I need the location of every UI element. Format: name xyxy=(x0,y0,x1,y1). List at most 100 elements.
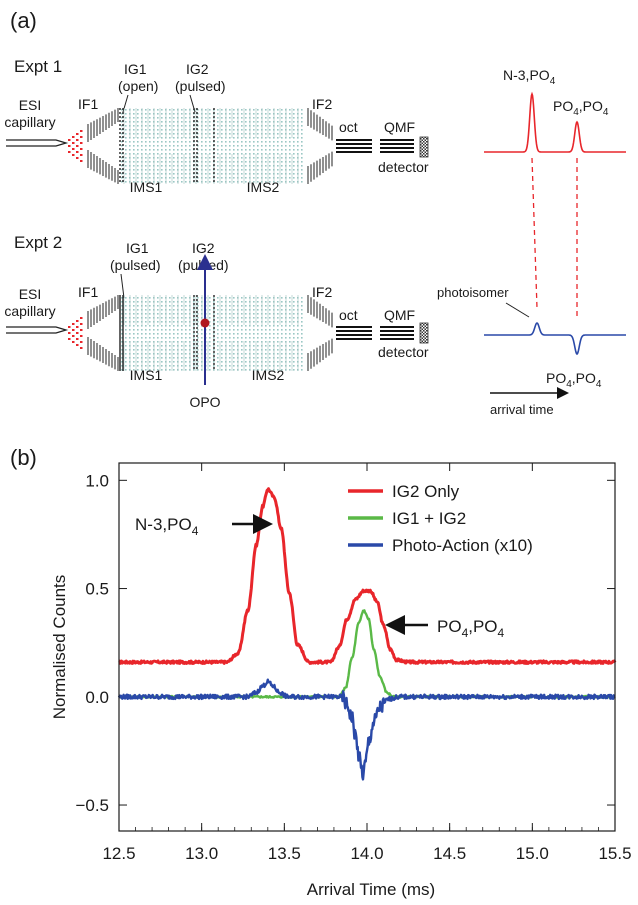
expt2-ig1-leader xyxy=(120,273,125,299)
spray-droplet xyxy=(80,341,83,343)
expt1-peak1-label: N-3,PO4 xyxy=(503,67,556,87)
expt2-if1-label: IF1 xyxy=(78,284,98,300)
annotation-n3-po4: N-3,PO4 xyxy=(135,515,199,538)
spray-droplet xyxy=(72,142,75,144)
expt1-ims1-label: IMS1 xyxy=(130,179,163,195)
x-axis-label: Arrival Time (ms) xyxy=(307,880,435,899)
spray-droplet xyxy=(68,326,71,328)
expt1-trace-line xyxy=(484,91,626,153)
expt2-ims1-label: IMS1 xyxy=(130,367,163,383)
legend-label: IG1 + IG2 xyxy=(392,509,466,528)
expt1-capillary-label: capillary xyxy=(4,114,55,130)
spray-droplet xyxy=(80,148,83,150)
spray-droplet xyxy=(76,320,79,322)
expt1-detector xyxy=(419,136,429,158)
expt1-ig1-state: (open) xyxy=(118,78,158,94)
spray-droplet xyxy=(80,317,83,319)
expt2-instrument: Expt 2 ESI capillary IF1 IG1 (pulsed) IG… xyxy=(4,233,429,410)
expt2-octupole xyxy=(336,326,372,340)
x-tick-label: 15.0 xyxy=(516,844,549,863)
expt1-funnel-in xyxy=(87,108,119,184)
expt2-spray xyxy=(68,317,83,349)
spray-droplet xyxy=(80,130,83,132)
spray-droplet xyxy=(68,139,71,141)
spray-droplet xyxy=(72,136,75,138)
expt1-octupole xyxy=(336,139,372,153)
expt2-funnel-in xyxy=(87,295,119,371)
series-line-0 xyxy=(118,487,617,665)
y-tick-label: 1.0 xyxy=(85,471,109,490)
opo-interaction-point xyxy=(200,318,210,328)
expt1-drift-tube xyxy=(119,108,305,184)
spray-droplet xyxy=(76,145,79,147)
chart-legend: IG2 Only IG1 + IG2 Photo-Action (x10) xyxy=(348,482,533,555)
expt2-ig2-state: (pulsed) xyxy=(178,257,229,273)
spray-droplet xyxy=(80,323,83,325)
chart-series xyxy=(117,487,617,781)
expt2-esi-label: ESI xyxy=(19,286,42,302)
expt1-esi-label: ESI xyxy=(19,97,42,113)
y-tick-label: −0.5 xyxy=(75,796,109,815)
expt1-instrument: Expt 1 ESI capillary IF1 IG1 (open) IG2 … xyxy=(4,57,429,195)
spray-droplet xyxy=(80,160,83,162)
spray-droplet xyxy=(76,151,79,153)
expt2-oct-label: oct xyxy=(339,307,358,323)
expt1-peak2-label: PO4,PO4 xyxy=(553,98,609,118)
spray-droplet xyxy=(80,142,83,144)
panel-b-label: (b) xyxy=(10,445,37,470)
spray-droplet xyxy=(68,332,71,334)
opo-label: OPO xyxy=(189,394,220,410)
expt1-ig2-label: IG2 xyxy=(186,61,209,77)
annotation-po4-po4: PO4,PO4 xyxy=(437,617,505,640)
expt2-quadrupole xyxy=(380,326,414,340)
spray-droplet xyxy=(76,139,79,141)
x-tick-label: 13.5 xyxy=(268,844,301,863)
expt2-ig1-label: IG1 xyxy=(126,240,149,256)
expt2-capillary xyxy=(6,326,69,334)
spray-droplet xyxy=(80,136,83,138)
expt2-detector-label: detector xyxy=(378,344,429,360)
x-tick-label: 13.0 xyxy=(185,844,218,863)
spray-droplet xyxy=(72,335,75,337)
x-tick-label: 14.0 xyxy=(350,844,383,863)
expt1-ig1-label: IG1 xyxy=(124,61,147,77)
expt1-oct-label: oct xyxy=(339,119,358,135)
y-axis-label: Normalised Counts xyxy=(50,575,69,720)
spray-droplet xyxy=(76,133,79,135)
arrival-time-label: arrival time xyxy=(490,402,554,417)
spray-droplet xyxy=(72,154,75,156)
spray-droplet xyxy=(76,338,79,340)
expt1-schematic-trace: N-3,PO4 PO4,PO4 xyxy=(484,67,626,153)
spray-droplet xyxy=(80,329,83,331)
expt2-peak-label: PO4,PO4 xyxy=(546,370,602,390)
peak1-guide-dashed xyxy=(531,157,538,309)
spray-droplet xyxy=(72,341,75,343)
expt1-if2-label: IF2 xyxy=(312,96,332,112)
chart-frame xyxy=(118,462,616,832)
expt1-ims2-label: IMS2 xyxy=(247,179,280,195)
series-line-1 xyxy=(117,609,616,699)
expt1-qmf-label: QMF xyxy=(384,119,415,135)
spray-droplet xyxy=(80,335,83,337)
y-tick-label: 0.0 xyxy=(85,688,109,707)
expt1-ig2-state: (pulsed) xyxy=(175,78,226,94)
expt2-drift-tube xyxy=(119,295,305,371)
expt1-if1-label: IF1 xyxy=(78,96,98,112)
arrival-time-chart: −0.5 0.0 0.5 1.0 12.5 13.0 13.5 14.0 14.5 15.0 15… xyxy=(50,462,632,899)
x-tick-label: 15.5 xyxy=(598,844,631,863)
photoisomer-leader xyxy=(505,302,530,318)
expt1-quadrupole xyxy=(380,139,414,153)
expt2-if2-label: IF2 xyxy=(312,284,332,300)
expt2-ig1-state: (pulsed) xyxy=(110,257,161,273)
expt2-title: Expt 2 xyxy=(14,233,62,252)
x-tick-label: 14.5 xyxy=(433,844,466,863)
spray-droplet xyxy=(80,154,83,156)
legend-label: IG2 Only xyxy=(392,482,460,501)
series-line-2 xyxy=(117,678,616,781)
photoisomer-label: photoisomer xyxy=(437,285,509,300)
expt2-trace-line xyxy=(484,322,626,356)
expt1-spray xyxy=(68,130,83,162)
expt2-funnel-out xyxy=(307,295,333,371)
spray-droplet xyxy=(76,326,79,328)
